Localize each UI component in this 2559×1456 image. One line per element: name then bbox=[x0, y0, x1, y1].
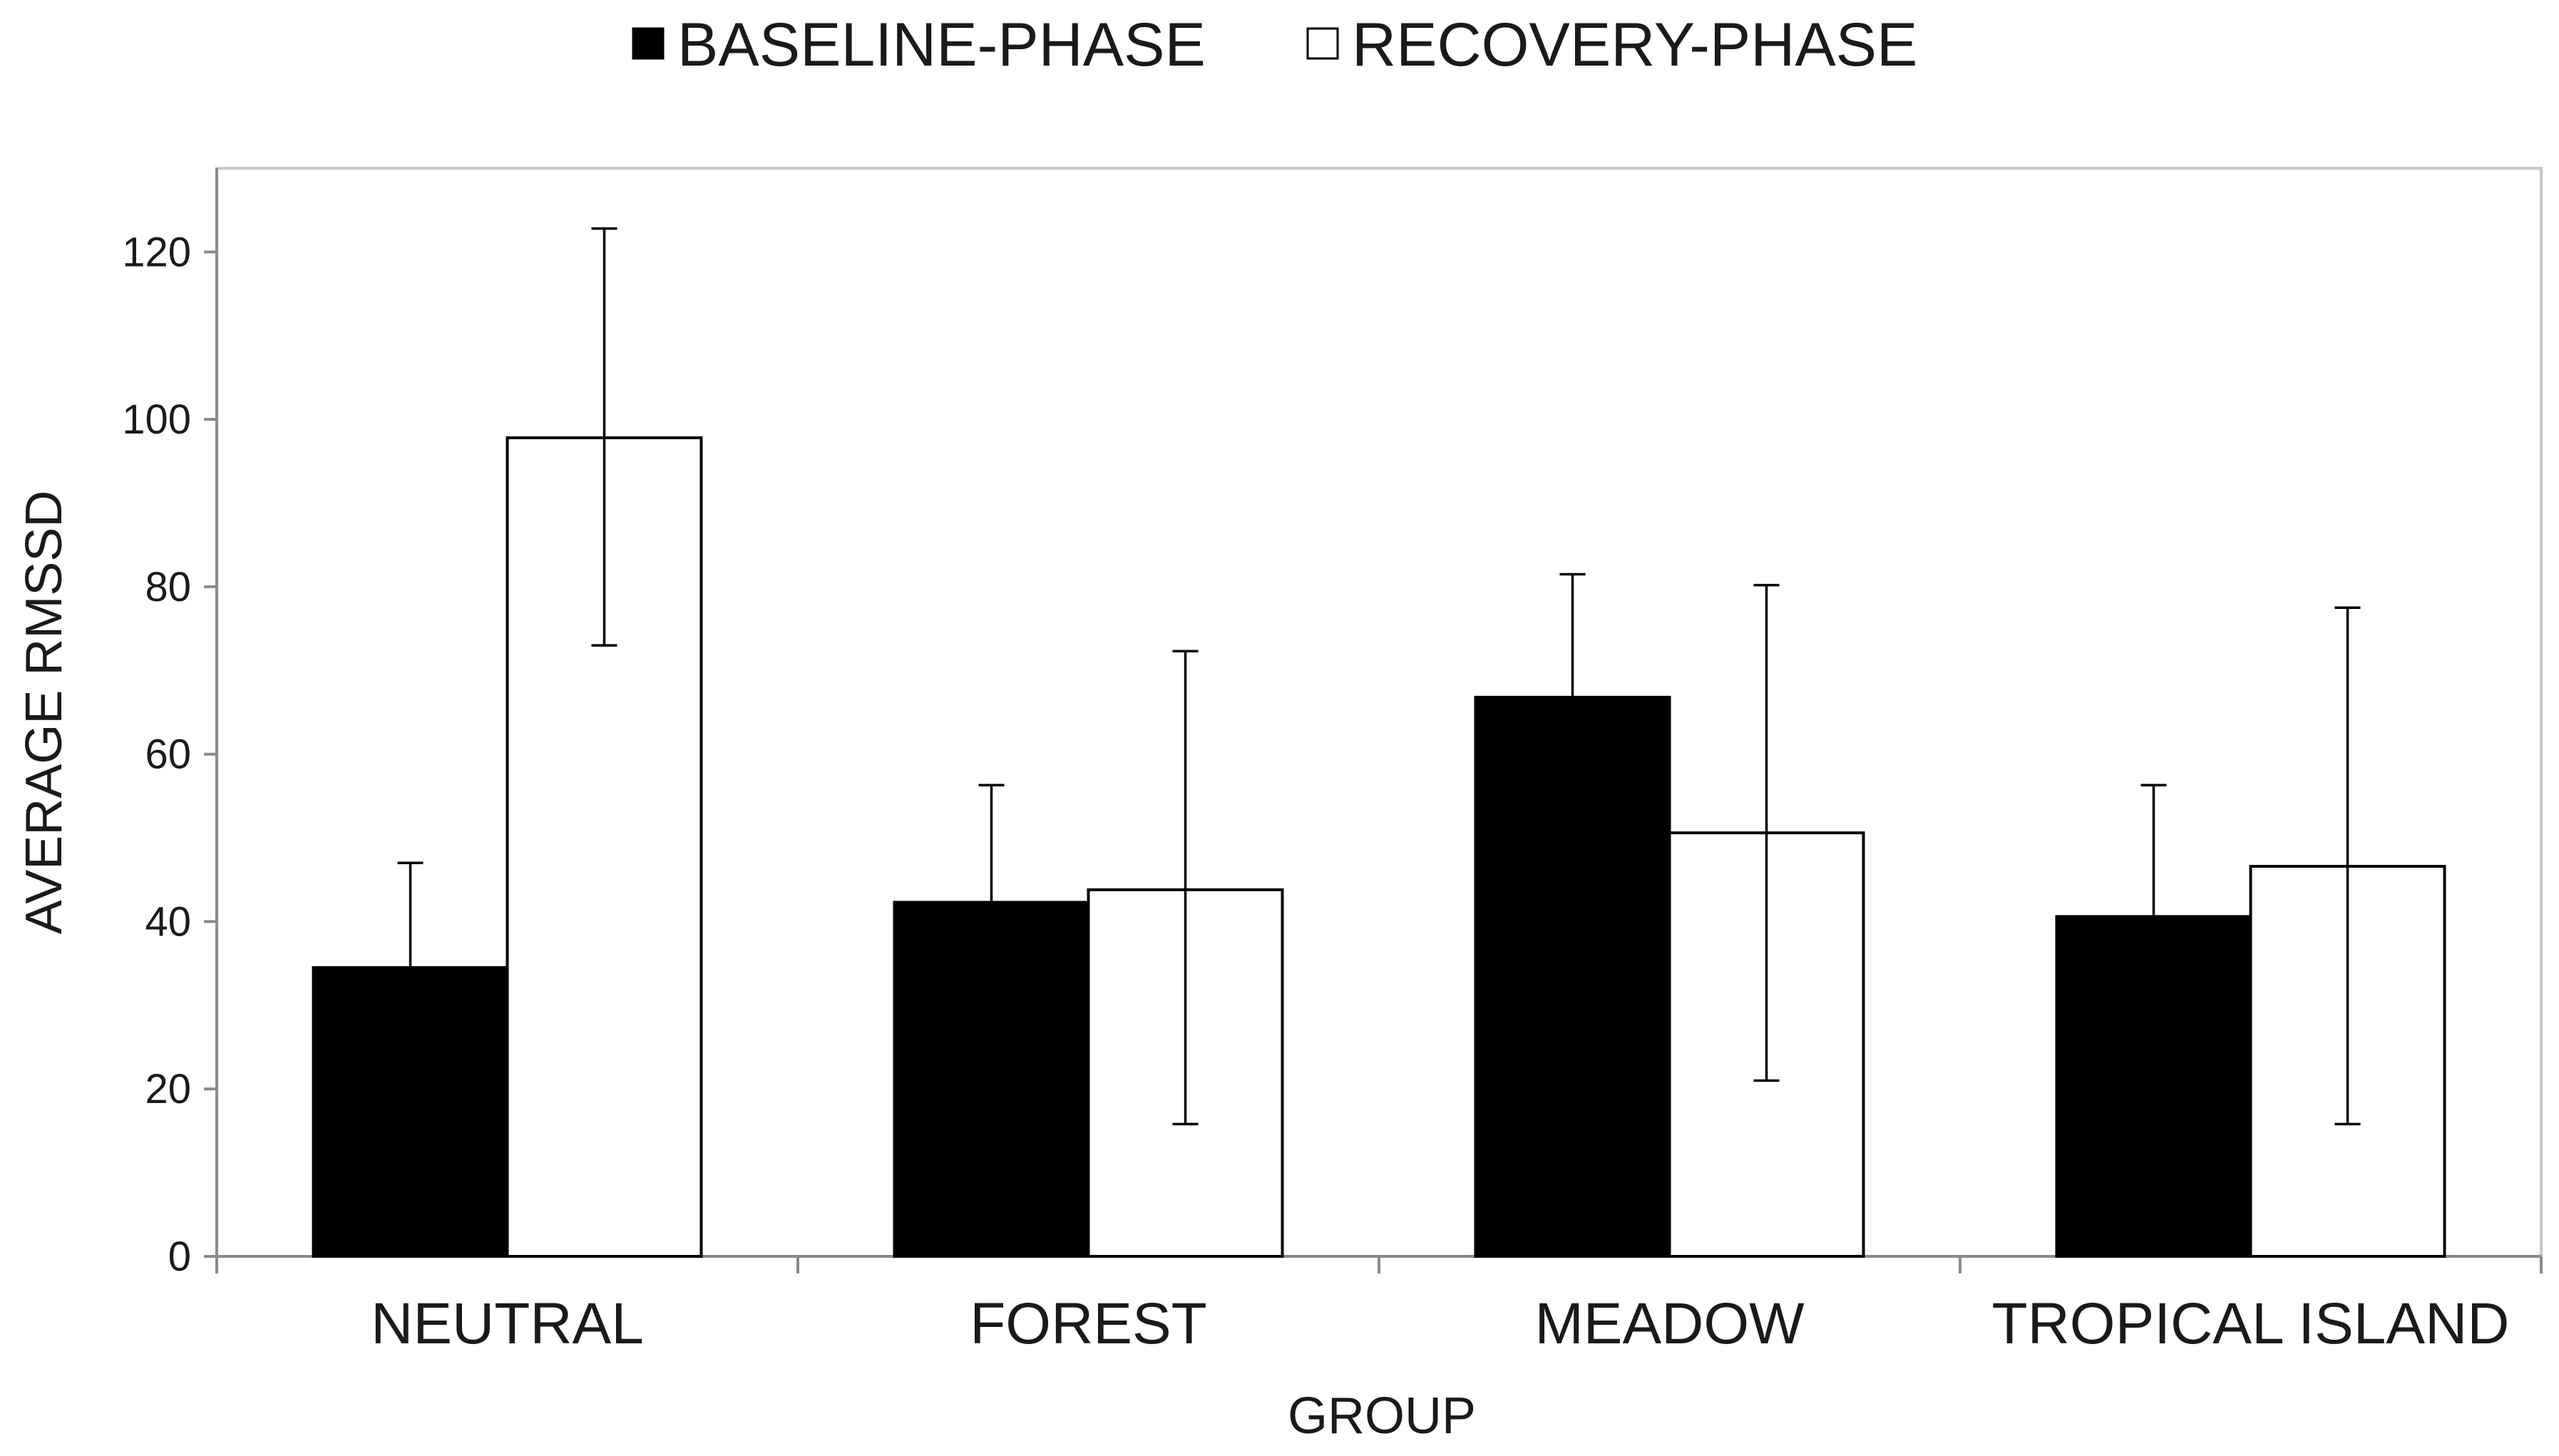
x-category-label-meadow: MEADOW bbox=[1534, 1291, 1805, 1356]
error-bar-baseline-neutral bbox=[397, 861, 424, 968]
legend-swatch-baseline bbox=[632, 27, 665, 60]
legend: BASELINE-PHASE RECOVERY-PHASE bbox=[632, 11, 1917, 79]
y-tick-label-60: 60 bbox=[145, 732, 191, 778]
x-axis-title: GROUP bbox=[1288, 1388, 1476, 1445]
bar-baseline-neutral bbox=[312, 966, 509, 1258]
axis-labels: 0 20 40 60 80 100 120 NEUTRAL FOREST MEADOW TROPIC… bbox=[122, 229, 2509, 1356]
y-axis-title: AVERAGE RMSSD bbox=[16, 491, 73, 935]
bar-baseline-forest bbox=[893, 901, 1090, 1258]
bar-baseline-tropical-island bbox=[2055, 915, 2252, 1258]
y-tick-label-100: 100 bbox=[122, 396, 191, 443]
legend-label-recovery: RECOVERY-PHASE bbox=[1352, 11, 1917, 79]
error-bar-baseline-forest bbox=[978, 784, 1005, 903]
y-tick-label-20: 20 bbox=[145, 1066, 191, 1112]
error-bar-recovery-meadow bbox=[1753, 583, 1780, 1082]
error-bar-recovery-neutral bbox=[591, 227, 617, 647]
x-category-label-tropical-island: TROPICAL ISLAND bbox=[1991, 1291, 2509, 1356]
y-tick-label-120: 120 bbox=[122, 229, 191, 275]
y-tick-label-0: 0 bbox=[168, 1234, 191, 1280]
error-bar-recovery-forest bbox=[1172, 650, 1199, 1126]
x-category-label-neutral: NEUTRAL bbox=[371, 1291, 644, 1356]
legend-swatch-recovery bbox=[1306, 27, 1339, 60]
error-bar-baseline-meadow bbox=[1559, 573, 1586, 697]
legend-label-baseline: BASELINE-PHASE bbox=[677, 11, 1206, 79]
error-bars bbox=[397, 227, 2361, 1126]
error-bar-recovery-tropical-island bbox=[2334, 606, 2361, 1126]
y-tick-label-40: 40 bbox=[145, 898, 191, 945]
x-category-label-forest: FOREST bbox=[970, 1291, 1207, 1356]
y-tick-label-80: 80 bbox=[145, 564, 191, 610]
bar-baseline-meadow bbox=[1474, 695, 1671, 1258]
error-bar-baseline-tropical-island bbox=[2140, 784, 2167, 917]
bars bbox=[312, 436, 2446, 1258]
